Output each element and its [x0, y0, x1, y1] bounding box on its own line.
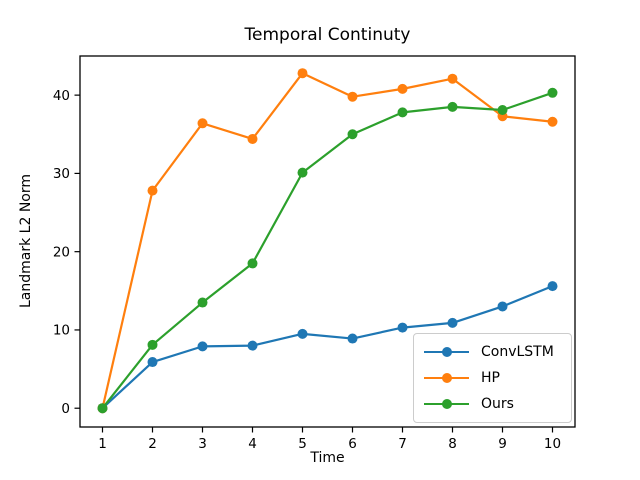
y-tick-label: 0	[61, 401, 70, 417]
data-point-convlstm	[197, 341, 208, 352]
data-point-hp	[447, 73, 458, 84]
legend-item-hp: HP	[424, 365, 561, 391]
chart-title: Temporal Continuty	[244, 25, 411, 45]
data-point-convlstm	[297, 328, 308, 339]
x-tick-label: 2	[148, 436, 157, 452]
data-point-convlstm	[247, 340, 258, 351]
y-tick-label: 20	[53, 244, 70, 260]
data-point-convlstm	[397, 322, 408, 333]
x-tick-label: 3	[198, 436, 207, 452]
legend: ConvLSTM HP Ours	[413, 333, 572, 423]
data-point-convlstm	[497, 301, 508, 312]
x-tick-label: 5	[298, 436, 307, 452]
legend-label: HP	[481, 370, 500, 386]
legend-label: ConvLSTM	[481, 344, 554, 360]
data-point-convlstm	[547, 281, 558, 292]
data-point-ours	[97, 403, 108, 414]
data-point-ours	[397, 107, 408, 118]
data-point-convlstm	[347, 333, 358, 344]
series-line-ours	[101, 91, 554, 410]
data-point-ours	[547, 87, 558, 98]
data-point-hp	[247, 133, 258, 144]
data-point-ours	[447, 101, 458, 112]
x-tick-label: 7	[398, 436, 407, 452]
data-point-ours	[297, 167, 308, 178]
x-tick-label: 8	[448, 436, 457, 452]
legend-item-ours: Ours	[424, 391, 561, 417]
data-point-convlstm	[447, 317, 458, 328]
y-tick-label: 40	[53, 88, 70, 104]
legend-line-marker-icon	[424, 373, 469, 383]
series-line-convlstm	[101, 285, 554, 410]
x-tick-label: 1	[98, 436, 107, 452]
data-point-convlstm	[147, 357, 158, 368]
axes-frame	[79, 55, 576, 428]
data-point-ours	[147, 339, 158, 350]
x-tick-label: 6	[348, 436, 357, 452]
series-line-hp	[101, 72, 554, 410]
data-point-hp	[197, 118, 208, 129]
data-point-hp	[297, 68, 308, 79]
data-point-hp	[147, 185, 158, 196]
y-tick-label: 30	[53, 166, 70, 182]
data-point-ours	[347, 129, 358, 140]
data-point-ours	[497, 105, 508, 116]
x-tick-label: 9	[498, 436, 507, 452]
x-tick-label: 10	[544, 436, 561, 452]
data-point-hp	[347, 91, 358, 102]
x-axis-label: Time	[310, 450, 345, 466]
y-axis-label: Landmark L2 Norm	[18, 173, 34, 309]
legend-label: Ours	[481, 396, 514, 412]
data-point-ours	[247, 258, 258, 269]
legend-item-convlstm: ConvLSTM	[424, 339, 561, 365]
legend-line-marker-icon	[424, 399, 469, 409]
data-point-hp	[397, 83, 408, 94]
legend-line-marker-icon	[424, 347, 469, 357]
data-point-hp	[547, 116, 558, 127]
data-point-ours	[197, 297, 208, 308]
x-tick-label: 4	[248, 436, 257, 452]
y-tick-label: 10	[53, 323, 70, 339]
